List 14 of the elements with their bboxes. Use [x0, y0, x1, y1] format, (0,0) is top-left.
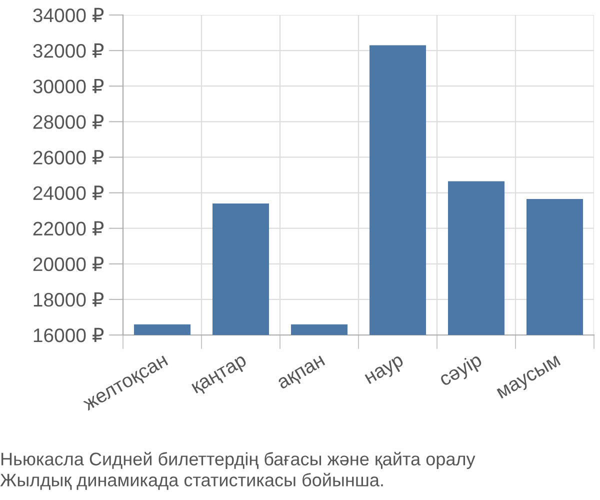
- y-tick-label: 26000 ₽: [33, 150, 104, 164]
- x-tick-label: наур: [364, 355, 406, 388]
- y-tick-label: 16000 ₽: [34, 328, 104, 342]
- text: Ньюкасла Сидней билеттердің бағасы және қайта оралу Жылдық динамикада статистикасы бойынша.: [0, 452, 476, 490]
- y-tick-label: 20000 ₽: [33, 256, 104, 272]
- x-tick-label: ақпан: [277, 355, 328, 393]
- x-tick-label: сәуір: [438, 352, 485, 390]
- y-tick-label: 22000 ₽: [33, 221, 104, 236]
- y-tick-label: 18000 ₽: [34, 292, 104, 307]
- y-tick-label: 24000 ₽: [33, 186, 104, 200]
- y-tick-label: 32000 ₽: [33, 43, 104, 58]
- y-tick-label: 28000 ₽: [33, 114, 104, 129]
- y-tick-label: 34000 ₽: [33, 8, 104, 22]
- y-tick-label: 30000 ₽: [33, 78, 104, 94]
